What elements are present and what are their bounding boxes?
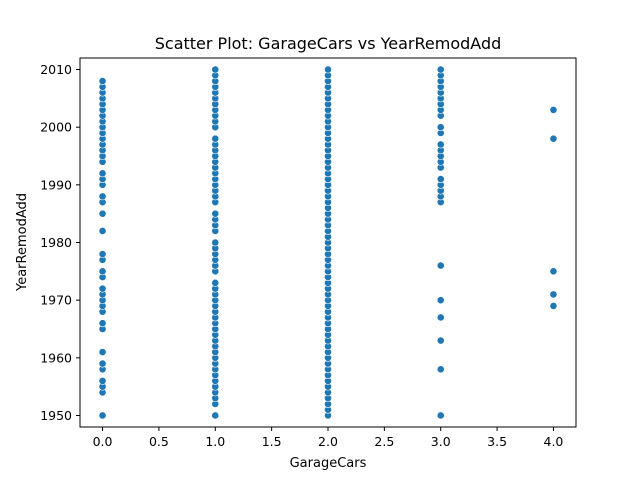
x-axis: 0.0 0.5 1.0 1.5 2.0 2.5 3.0 3.5 4.0 <box>93 427 564 449</box>
data-point <box>98 359 107 368</box>
data-point <box>211 134 220 143</box>
data-point <box>436 140 445 149</box>
data-point <box>549 105 558 114</box>
data-point <box>211 278 220 287</box>
data-point <box>98 411 107 420</box>
data-point <box>436 313 445 322</box>
data-point <box>98 284 107 293</box>
data-point <box>549 134 558 143</box>
data-point <box>211 238 220 247</box>
data-point <box>98 376 107 385</box>
data-point <box>98 77 107 85</box>
x-tick-label: 0.5 <box>149 434 169 449</box>
data-point <box>211 209 220 218</box>
x-tick-label: 2.5 <box>374 434 394 449</box>
data-points <box>98 65 558 420</box>
data-point <box>98 250 107 258</box>
y-tick-label: 1990 <box>40 177 72 192</box>
y-axis-label: YearRemodAdd <box>15 193 30 292</box>
x-tick-label: 2.0 <box>318 434 338 449</box>
data-point <box>98 209 107 218</box>
data-point <box>98 169 107 178</box>
y-tick-label: 1970 <box>40 293 72 308</box>
x-tick-label: 0.0 <box>93 434 113 449</box>
data-point <box>211 65 220 74</box>
y-tick-label: 1950 <box>40 408 72 423</box>
data-point <box>98 227 107 235</box>
y-tick-label: 1960 <box>40 350 72 365</box>
data-point <box>436 336 445 345</box>
data-point <box>98 319 107 328</box>
x-tick-label: 1.5 <box>262 434 282 449</box>
data-point <box>436 365 445 374</box>
data-point <box>98 267 107 276</box>
x-tick-label: 3.5 <box>487 434 507 449</box>
y-tick-label: 1980 <box>40 235 72 250</box>
data-point <box>211 411 220 420</box>
x-tick-label: 3.0 <box>431 434 451 449</box>
data-point <box>549 267 558 276</box>
data-point <box>98 348 107 356</box>
data-point <box>436 123 445 132</box>
y-axis: 1950 1960 1970 1980 1990 2000 2010 <box>40 62 80 423</box>
data-point <box>436 261 445 270</box>
data-point <box>436 175 445 183</box>
data-point <box>436 65 445 74</box>
data-point <box>549 302 558 310</box>
data-point <box>549 290 558 299</box>
x-tick-label: 1.0 <box>205 434 225 449</box>
y-tick-label: 2010 <box>40 62 72 77</box>
x-tick-label: 4.0 <box>544 434 564 449</box>
chart-title: Scatter Plot: GarageCars vs YearRemodAdd <box>155 34 502 53</box>
data-point <box>98 192 107 201</box>
x-axis-label: GarageCars <box>290 456 367 471</box>
data-point <box>324 65 332 74</box>
data-point <box>436 296 445 305</box>
data-point <box>436 411 445 420</box>
y-tick-label: 2000 <box>40 120 72 135</box>
